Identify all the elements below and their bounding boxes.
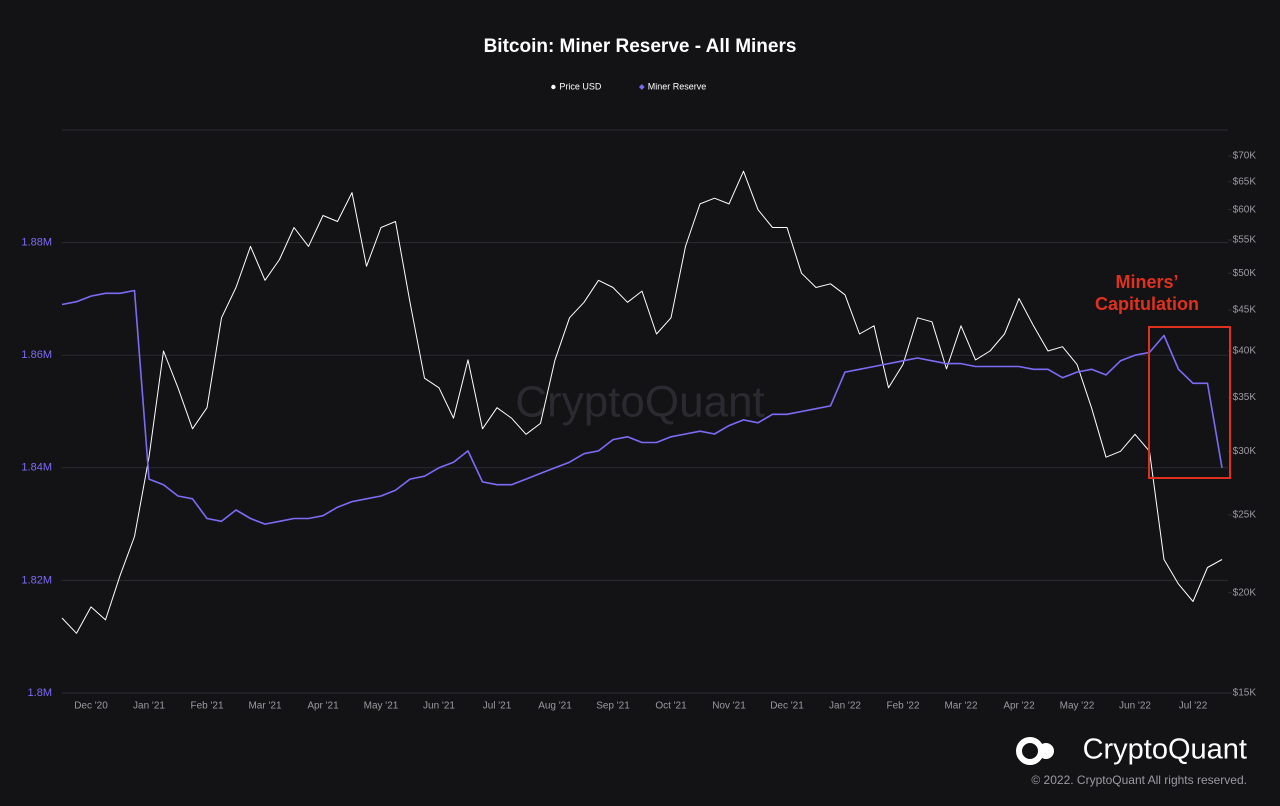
y2-tick-label: $70K (1233, 151, 1257, 162)
series-line (61, 170, 1223, 634)
y-tick-label: 1.8M (28, 687, 52, 699)
y2-tick-label: $25K (1233, 510, 1257, 521)
logo-dot (1038, 743, 1054, 759)
x-tick-label: Dec '21 (770, 701, 804, 712)
y2-tick-label: $15K (1233, 688, 1257, 699)
y2-tick-label: $40K (1233, 346, 1257, 357)
x-tick-label: Jun '22 (1119, 701, 1151, 712)
x-tick-label: Apr '22 (1003, 701, 1035, 712)
legend-label: Miner Reserve (648, 81, 707, 91)
y-tick-label: 1.88M (21, 237, 52, 249)
x-tick-label: Jan '22 (829, 701, 861, 712)
y-tick-label: 1.82M (21, 574, 52, 586)
x-tick-label: Jan '21 (133, 701, 165, 712)
x-tick-label: Dec '20 (74, 701, 108, 712)
x-tick-label: Sep '21 (596, 701, 630, 712)
legend-label: Price USD (559, 81, 602, 91)
x-tick-label: May '22 (1060, 701, 1095, 712)
annotation-line: Capitulation (1095, 294, 1199, 314)
y2-tick-label: $50K (1233, 268, 1257, 279)
highlight-box (1148, 326, 1231, 479)
x-tick-label: Nov '21 (712, 701, 746, 712)
y2-tick-label: $55K (1233, 235, 1257, 246)
plot-area: 1.8M 1.82M 1.84M 1.86M 1.88M $15K $20K $25K $30K… (21, 151, 1256, 712)
y2-tick-label: $35K (1233, 392, 1257, 403)
y-tick-label: 1.84M (21, 462, 52, 474)
y2-tick-label: $65K (1233, 176, 1257, 187)
x-tick-label: Mar '21 (248, 701, 281, 712)
y-tick-label: 1.86M (21, 349, 52, 361)
x-tick-label: Jul '21 (483, 701, 512, 712)
copyright: © 2022. CryptoQuant All rights reserved. (1031, 773, 1247, 787)
x-tick-label: Oct '21 (655, 701, 687, 712)
x-tick-label: Jul '22 (1179, 701, 1208, 712)
brand-logo (1016, 737, 1054, 765)
x-tick-label: May '21 (364, 701, 399, 712)
annotation-line: Miners’ (1115, 272, 1178, 292)
x-tick-label: Feb '21 (190, 701, 223, 712)
legend-marker (551, 84, 556, 90)
watermark: CryptoQuant (515, 378, 764, 427)
y2-tick-label: $20K (1233, 587, 1257, 598)
x-tick-label: Feb '22 (886, 701, 919, 712)
y2-tick-label: $45K (1233, 305, 1257, 316)
x-tick-label: Jun '21 (423, 701, 455, 712)
x-tick-label: Mar '22 (944, 701, 977, 712)
x-tick-label: Aug '21 (538, 701, 572, 712)
y2-tick-label: $60K (1233, 204, 1257, 215)
x-tick-label: Apr '21 (307, 701, 339, 712)
series-line (61, 289, 1223, 525)
y2-tick-label: $30K (1233, 446, 1257, 457)
legend-marker (638, 84, 645, 90)
chart-title: Bitcoin: Miner Reserve - All Miners (484, 36, 797, 57)
brand-name: CryptoQuant (1083, 734, 1247, 766)
